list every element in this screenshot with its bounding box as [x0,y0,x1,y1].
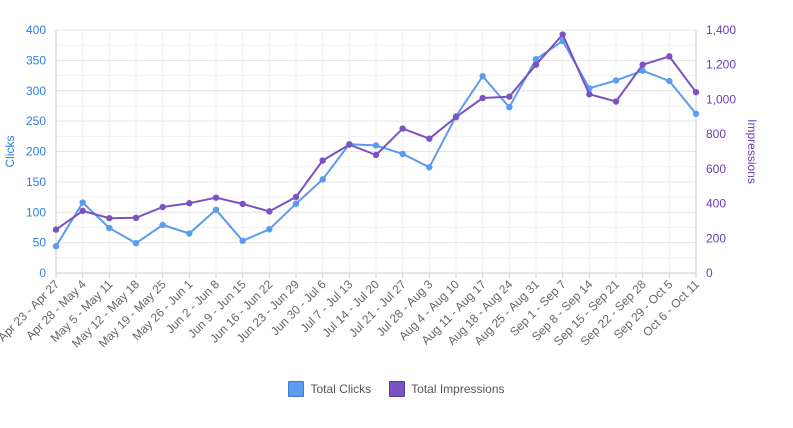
data-point-total-impressions[interactable] [426,135,433,142]
data-point-total-impressions[interactable] [346,141,353,148]
legend-label-clicks: Total Clicks [310,382,372,396]
data-point-total-impressions[interactable] [319,157,326,164]
y-tick-label-right: 1,400 [706,23,736,37]
data-point-total-clicks[interactable] [479,72,486,80]
legend-item-total-impressions[interactable]: Total Impressions [389,381,505,397]
data-point-total-impressions[interactable] [692,88,700,96]
y-axis-title-right: Impressions [745,119,759,184]
data-point-total-impressions[interactable] [532,61,540,68]
y-tick-label-right: 1,000 [706,92,736,106]
y-tick-label-left: 200 [26,145,46,159]
y-tick-label-right: 400 [706,197,726,211]
data-point-total-clicks[interactable] [212,206,220,214]
legend-swatch-clicks [288,381,305,397]
legend-swatch-impressions [389,381,406,397]
data-point-total-clicks[interactable] [132,240,140,247]
y-tick-label-left: 300 [26,84,46,98]
data-point-total-clicks[interactable] [506,103,513,111]
y-tick-label-right: 800 [706,127,726,141]
y-tick-label-left: 0 [39,266,46,280]
data-point-total-clicks[interactable] [692,110,700,118]
data-point-total-impressions[interactable] [586,91,593,98]
data-point-total-impressions[interactable] [559,31,566,38]
data-point-total-clicks[interactable] [186,230,193,237]
data-point-total-impressions[interactable] [79,207,86,215]
y-tick-label-right: 0 [706,266,713,280]
data-point-total-impressions[interactable] [239,200,246,208]
y-tick-label-left: 400 [26,23,46,37]
data-point-total-impressions[interactable] [452,113,460,121]
data-point-total-impressions[interactable] [106,214,113,222]
data-point-total-clicks[interactable] [266,226,273,233]
legend-item-total-clicks[interactable]: Total Clicks [288,381,371,397]
data-point-total-impressions[interactable] [292,193,300,201]
legend-label-impressions: Total Impressions [411,382,505,396]
data-point-total-impressions[interactable] [399,125,406,132]
data-point-total-impressions[interactable] [132,214,140,222]
data-point-total-impressions[interactable] [212,194,220,201]
data-point-total-impressions[interactable] [159,203,166,211]
data-point-total-clicks[interactable] [399,150,406,158]
data-point-total-clicks[interactable] [159,221,166,229]
y-axis-title-left: Clicks [3,136,17,168]
y-tick-label-right: 200 [706,231,726,245]
data-point-total-clicks[interactable] [426,164,433,171]
y-tick-label-left: 100 [26,205,46,219]
gridlines [55,29,697,274]
legend: Total Clicks Total Impressions [0,381,793,397]
data-point-total-clicks[interactable] [106,224,113,232]
series [52,31,700,250]
data-point-total-impressions[interactable] [639,61,646,68]
data-point-total-clicks[interactable] [292,200,300,207]
data-point-total-clicks[interactable] [666,77,673,85]
data-point-total-clicks[interactable] [532,55,540,63]
y-tick-label-left: 250 [26,114,46,128]
data-point-total-impressions[interactable] [186,200,193,207]
data-point-total-impressions[interactable] [612,98,620,105]
data-point-total-clicks[interactable] [239,237,246,245]
data-point-total-clicks[interactable] [319,176,326,183]
y-tick-label-left: 150 [26,175,46,189]
data-point-total-impressions[interactable] [266,208,273,215]
y-tick-label-right: 600 [706,162,726,176]
data-point-total-clicks[interactable] [612,77,620,84]
data-point-total-impressions[interactable] [479,94,486,102]
data-point-total-clicks[interactable] [639,67,646,74]
y-tick-label-left: 350 [26,53,46,67]
y-tick-label-right: 1,200 [706,58,736,72]
data-point-total-clicks[interactable] [52,243,60,250]
data-point-total-impressions[interactable] [372,151,380,159]
data-point-total-clicks[interactable] [79,199,86,206]
data-point-total-impressions[interactable] [506,93,513,100]
data-point-total-impressions[interactable] [666,53,673,60]
data-point-total-impressions[interactable] [52,226,60,233]
y-tick-label-left: 50 [33,236,47,250]
data-point-total-clicks[interactable] [372,142,380,149]
